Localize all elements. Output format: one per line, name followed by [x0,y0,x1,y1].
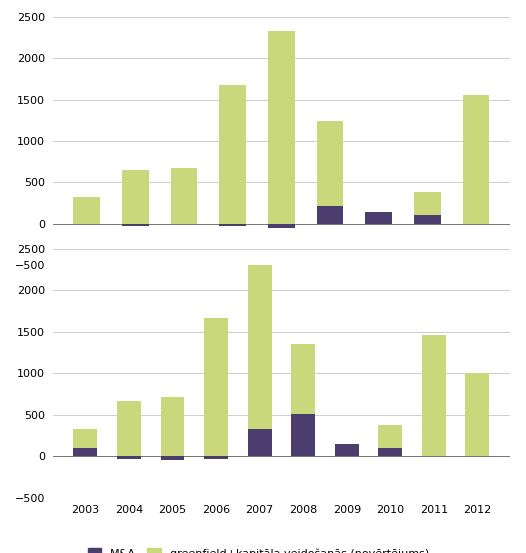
Bar [74,448,97,456]
Bar [466,373,489,456]
Bar [414,192,441,215]
Bar [414,215,441,224]
Bar [335,444,359,456]
Bar [366,212,392,224]
Legend: M&A, greenfield+kapitāla veidošanās (novērtējums): M&A, greenfield+kapitāla veidošanās (nov… [88,548,429,553]
Bar [204,317,228,456]
Bar [160,397,185,456]
Bar [219,224,246,227]
Bar [204,456,228,459]
Bar [291,344,315,414]
Bar [74,429,97,448]
Bar [422,335,446,456]
Bar [248,265,271,429]
Bar [160,456,185,460]
Bar [268,31,295,224]
Bar [378,448,402,456]
Bar [122,170,149,224]
Bar [171,169,197,224]
Bar [378,425,402,448]
Bar [463,96,489,224]
Bar [117,456,141,459]
Bar [317,121,343,206]
Bar [219,85,246,224]
Bar [291,414,315,456]
Bar [248,429,271,456]
Bar [117,401,141,456]
Bar [317,206,343,224]
Bar [74,197,100,224]
Bar [268,224,295,228]
Bar [122,224,149,227]
